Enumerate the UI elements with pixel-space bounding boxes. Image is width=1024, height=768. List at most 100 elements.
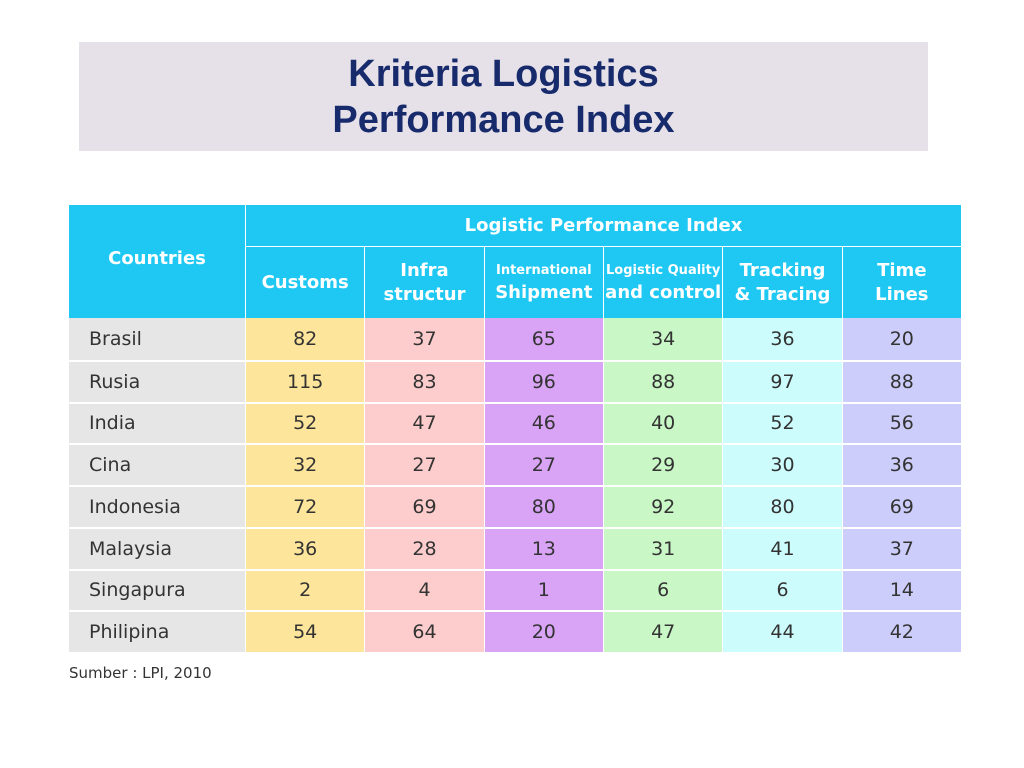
data-cell: 54 xyxy=(245,610,365,652)
data-cell: 97 xyxy=(722,359,842,402)
data-cell: 115 xyxy=(245,359,365,402)
data-cell: 32 xyxy=(245,443,365,485)
data-cell: 46 xyxy=(483,401,603,444)
header-cell: Tracking & Tracing xyxy=(723,247,842,318)
data-cell: 29 xyxy=(603,443,723,485)
cell-text: Philipina xyxy=(89,621,170,644)
cell-text: & Tracing xyxy=(734,283,831,305)
cell-text: Indonesia xyxy=(89,495,181,518)
data-cell: 31 xyxy=(603,526,723,569)
data-cell: 6 xyxy=(603,568,723,611)
cell-text: 115 xyxy=(287,370,324,393)
cell-text: 88 xyxy=(651,370,676,393)
cell-text: India xyxy=(89,412,136,435)
cell-text: 37 xyxy=(412,327,437,350)
cell-text: 47 xyxy=(651,621,676,644)
cell-text: 27 xyxy=(412,454,437,477)
cell-text: and control xyxy=(605,281,722,303)
data-cell: 88 xyxy=(603,359,723,402)
cell-text: 6 xyxy=(776,579,789,602)
data-cell: 20 xyxy=(483,610,603,652)
cell-text: 4 xyxy=(418,579,431,602)
row-label: Rusia xyxy=(69,359,245,402)
data-cell: 65 xyxy=(483,318,603,360)
data-cell: 14 xyxy=(841,568,961,611)
data-cell: 40 xyxy=(603,401,723,444)
cell-text: 80 xyxy=(770,495,795,518)
data-cell: 36 xyxy=(722,318,842,360)
cell-text: 64 xyxy=(412,621,437,644)
data-cell: 69 xyxy=(841,485,961,527)
cell-text: 54 xyxy=(293,621,318,644)
data-cell: 88 xyxy=(841,359,961,402)
data-cell: 47 xyxy=(603,610,723,652)
cell-text: 52 xyxy=(293,412,318,435)
cell-text: 69 xyxy=(889,495,914,518)
data-cell: 37 xyxy=(841,526,961,569)
data-cell: 47 xyxy=(364,401,484,444)
cell-text: 27 xyxy=(531,454,556,477)
data-cell: 82 xyxy=(245,318,365,360)
data-cell: 83 xyxy=(364,359,484,402)
cell-text: 31 xyxy=(651,537,676,560)
cell-text: 20 xyxy=(531,621,556,644)
data-cell: 52 xyxy=(245,401,365,444)
row-label: Philipina xyxy=(69,610,245,652)
cell-text: structur xyxy=(383,283,466,305)
data-cell: 92 xyxy=(603,485,723,527)
cell-text: Lines xyxy=(875,283,929,305)
title-line: Performance Index xyxy=(332,98,675,141)
data-cell: 96 xyxy=(483,359,603,402)
cell-text: 47 xyxy=(412,412,437,435)
cell-text: 92 xyxy=(651,495,676,518)
data-cell: 27 xyxy=(364,443,484,485)
cell-text: 52 xyxy=(770,412,795,435)
cell-text: Countries xyxy=(108,248,206,269)
cell-text: Tracking xyxy=(739,259,826,281)
header-cell: Time Lines xyxy=(842,247,961,318)
data-cell: 1 xyxy=(483,568,603,611)
cell-text: Brasil xyxy=(89,327,142,350)
cell-text: 2 xyxy=(299,579,312,602)
cell-text: 36 xyxy=(770,327,795,350)
data-cell: 20 xyxy=(841,318,961,360)
cell-text: 44 xyxy=(770,621,795,644)
data-cell: 13 xyxy=(483,526,603,569)
data-cell: 42 xyxy=(841,610,961,652)
cell-text: 30 xyxy=(770,454,795,477)
cell-text: Infra xyxy=(400,259,449,281)
data-cell: 2 xyxy=(245,568,365,611)
data-cell: 64 xyxy=(364,610,484,652)
header-cell: Logistic Quality and control xyxy=(604,247,723,318)
data-cell: 28 xyxy=(364,526,484,569)
cell-text: 80 xyxy=(531,495,556,518)
data-cell: 80 xyxy=(483,485,603,527)
data-cell: 52 xyxy=(722,401,842,444)
data-cell: 6 xyxy=(722,568,842,611)
header-cell: Countries xyxy=(69,205,245,318)
cell-text: 37 xyxy=(889,537,914,560)
title-line: Kriteria Logistics xyxy=(348,52,659,95)
data-cell: 4 xyxy=(364,568,484,611)
data-cell: 80 xyxy=(722,485,842,527)
source-note: Sumber : LPI, 2010 xyxy=(69,664,212,682)
row-label: Singapura xyxy=(69,568,245,611)
cell-text: 88 xyxy=(889,370,914,393)
header-cell: International Shipment xyxy=(484,247,603,318)
row-label: Malaysia xyxy=(69,526,245,569)
cell-text: International xyxy=(495,262,592,278)
row-label: Brasil xyxy=(69,318,245,360)
cell-text: 13 xyxy=(531,537,556,560)
cell-text: 32 xyxy=(293,454,318,477)
data-cell: 27 xyxy=(483,443,603,485)
cell-text: Time xyxy=(877,259,927,281)
header-cell: Customs xyxy=(246,247,365,318)
cell-text: Singapura xyxy=(89,579,186,602)
cell-text: 36 xyxy=(889,454,914,477)
data-cell: 69 xyxy=(364,485,484,527)
data-cell: 37 xyxy=(364,318,484,360)
title-box: Kriteria Logistics Performance Index xyxy=(79,42,928,151)
cell-text: Rusia xyxy=(89,370,141,393)
data-cell: 36 xyxy=(841,443,961,485)
